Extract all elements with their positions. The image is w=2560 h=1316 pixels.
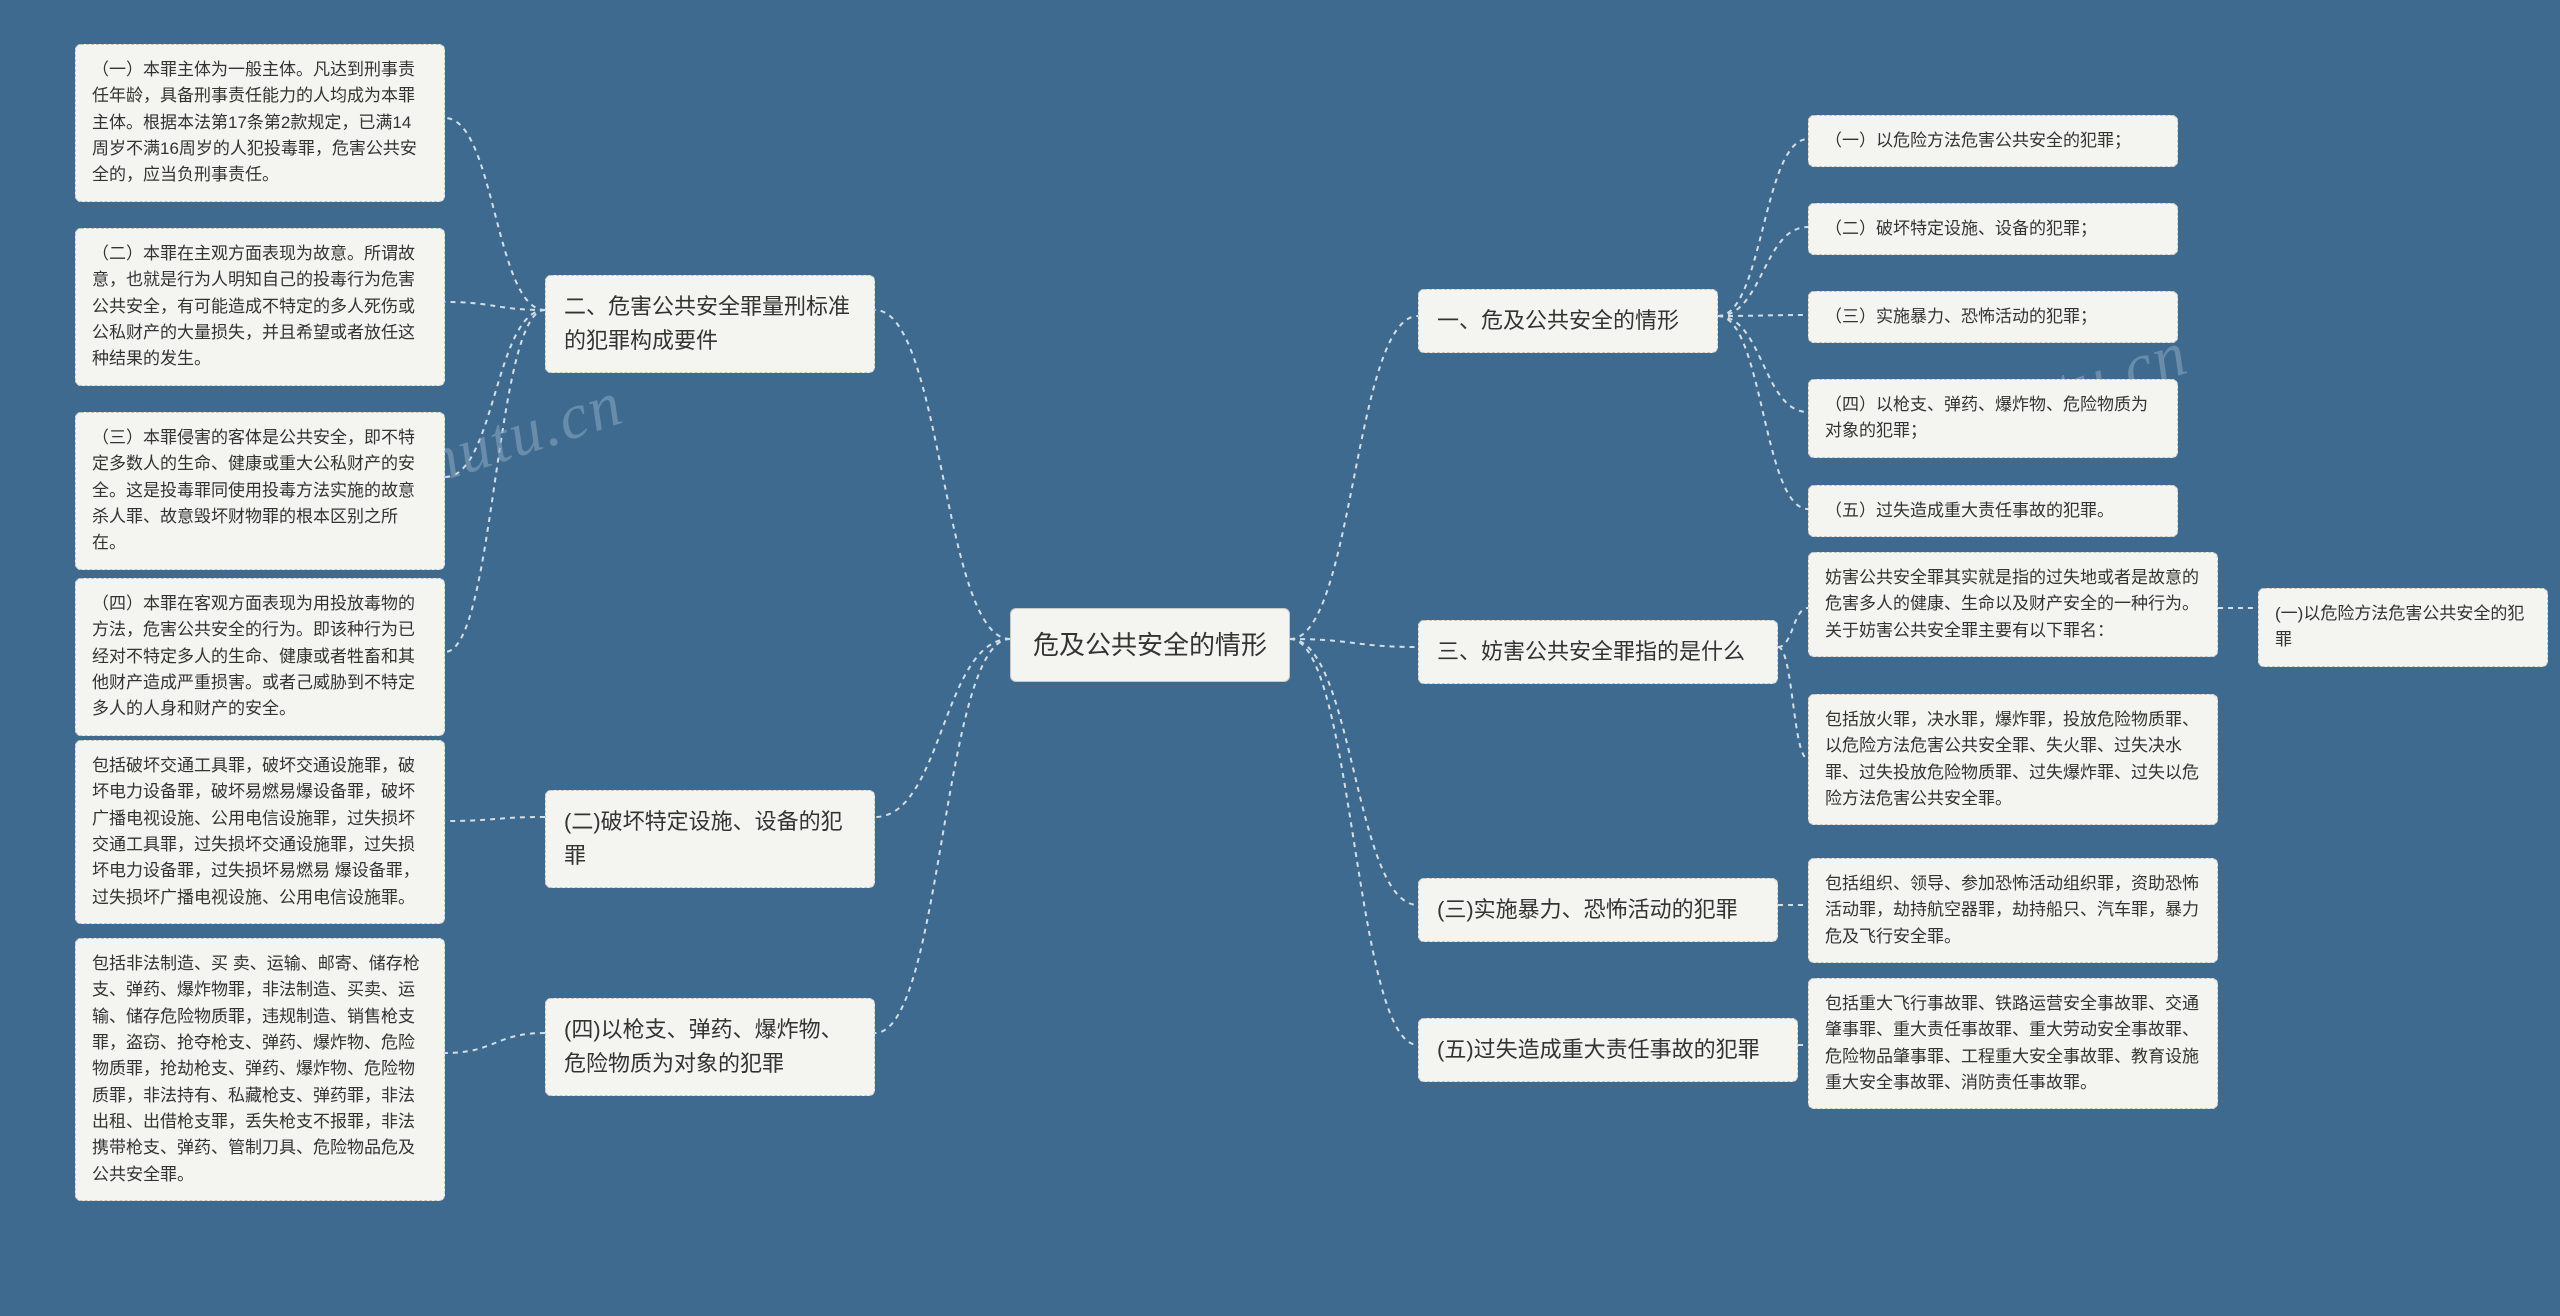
right-branch-1: 三、妨害公共安全罪指的是什么 [1418, 620, 1778, 684]
right-leaf-2-0: 包括组织、领导、参加恐怖活动组织罪，资助恐怖活动罪，劫持航空器罪，劫持船只、汽车… [1808, 858, 2218, 963]
right-leaf-0-0: （一）以危险方法危害公共安全的犯罪； [1808, 115, 2178, 167]
left-branch-2: (四)以枪支、弹药、爆炸物、危险物质为对象的犯罪 [545, 998, 875, 1096]
left-leaf-2-0: 包括非法制造、买 卖、运输、邮寄、储存枪支、弹药、爆炸物罪，非法制造、买卖、运输… [75, 938, 445, 1201]
left-branch-0: 二、危害公共安全罪量刑标准的犯罪构成要件 [545, 275, 875, 373]
right-branch-0: 一、危及公共安全的情形 [1418, 289, 1718, 353]
right-branch-2: (三)实施暴力、恐怖活动的犯罪 [1418, 878, 1778, 942]
right-leaf-0-3: （四）以枪支、弹药、爆炸物、危险物质为对象的犯罪； [1808, 379, 2178, 458]
right-leaf-0-1: （二）破坏特定设施、设备的犯罪； [1808, 203, 2178, 255]
right-leaf-0-2: （三）实施暴力、恐怖活动的犯罪； [1808, 291, 2178, 343]
right-leaf-0-4: （五）过失造成重大责任事故的犯罪。 [1808, 485, 2178, 537]
left-branch-1: (二)破坏特定设施、设备的犯罪 [545, 790, 875, 888]
right-leaf-1-0-0: (一)以危险方法危害公共安全的犯罪 [2258, 588, 2548, 667]
left-leaf-1-0: 包括破坏交通工具罪，破坏交通设施罪，破坏电力设备罪，破坏易燃易爆设备罪，破坏广播… [75, 740, 445, 924]
right-leaf-1-0: 妨害公共安全罪其实就是指的过失地或者是故意的危害多人的健康、生命以及财产安全的一… [1808, 552, 2218, 657]
left-leaf-0-3: （四）本罪在客观方面表现为用投放毒物的方法，危害公共安全的行为。即该种行为已经对… [75, 578, 445, 736]
central-node: 危及公共安全的情形 [1010, 608, 1290, 682]
right-leaf-3-0: 包括重大飞行事故罪、铁路运营安全事故罪、交通肇事罪、重大责任事故罪、重大劳动安全… [1808, 978, 2218, 1109]
left-leaf-0-1: （二）本罪在主观方面表现为故意。所谓故意，也就是行为人明知自己的投毒行为危害公共… [75, 228, 445, 386]
right-leaf-1-1: 包括放火罪，决水罪，爆炸罪，投放危险物质罪、以危险方法危害公共安全罪、失火罪、过… [1808, 694, 2218, 825]
left-leaf-0-0: （一）本罪主体为一般主体。凡达到刑事责任年龄，具备刑事责任能力的人均成为本罪主体… [75, 44, 445, 202]
right-branch-3: (五)过失造成重大责任事故的犯罪 [1418, 1018, 1798, 1082]
left-leaf-0-2: （三）本罪侵害的客体是公共安全，即不特定多数人的生命、健康或重大公私财产的安全。… [75, 412, 445, 570]
